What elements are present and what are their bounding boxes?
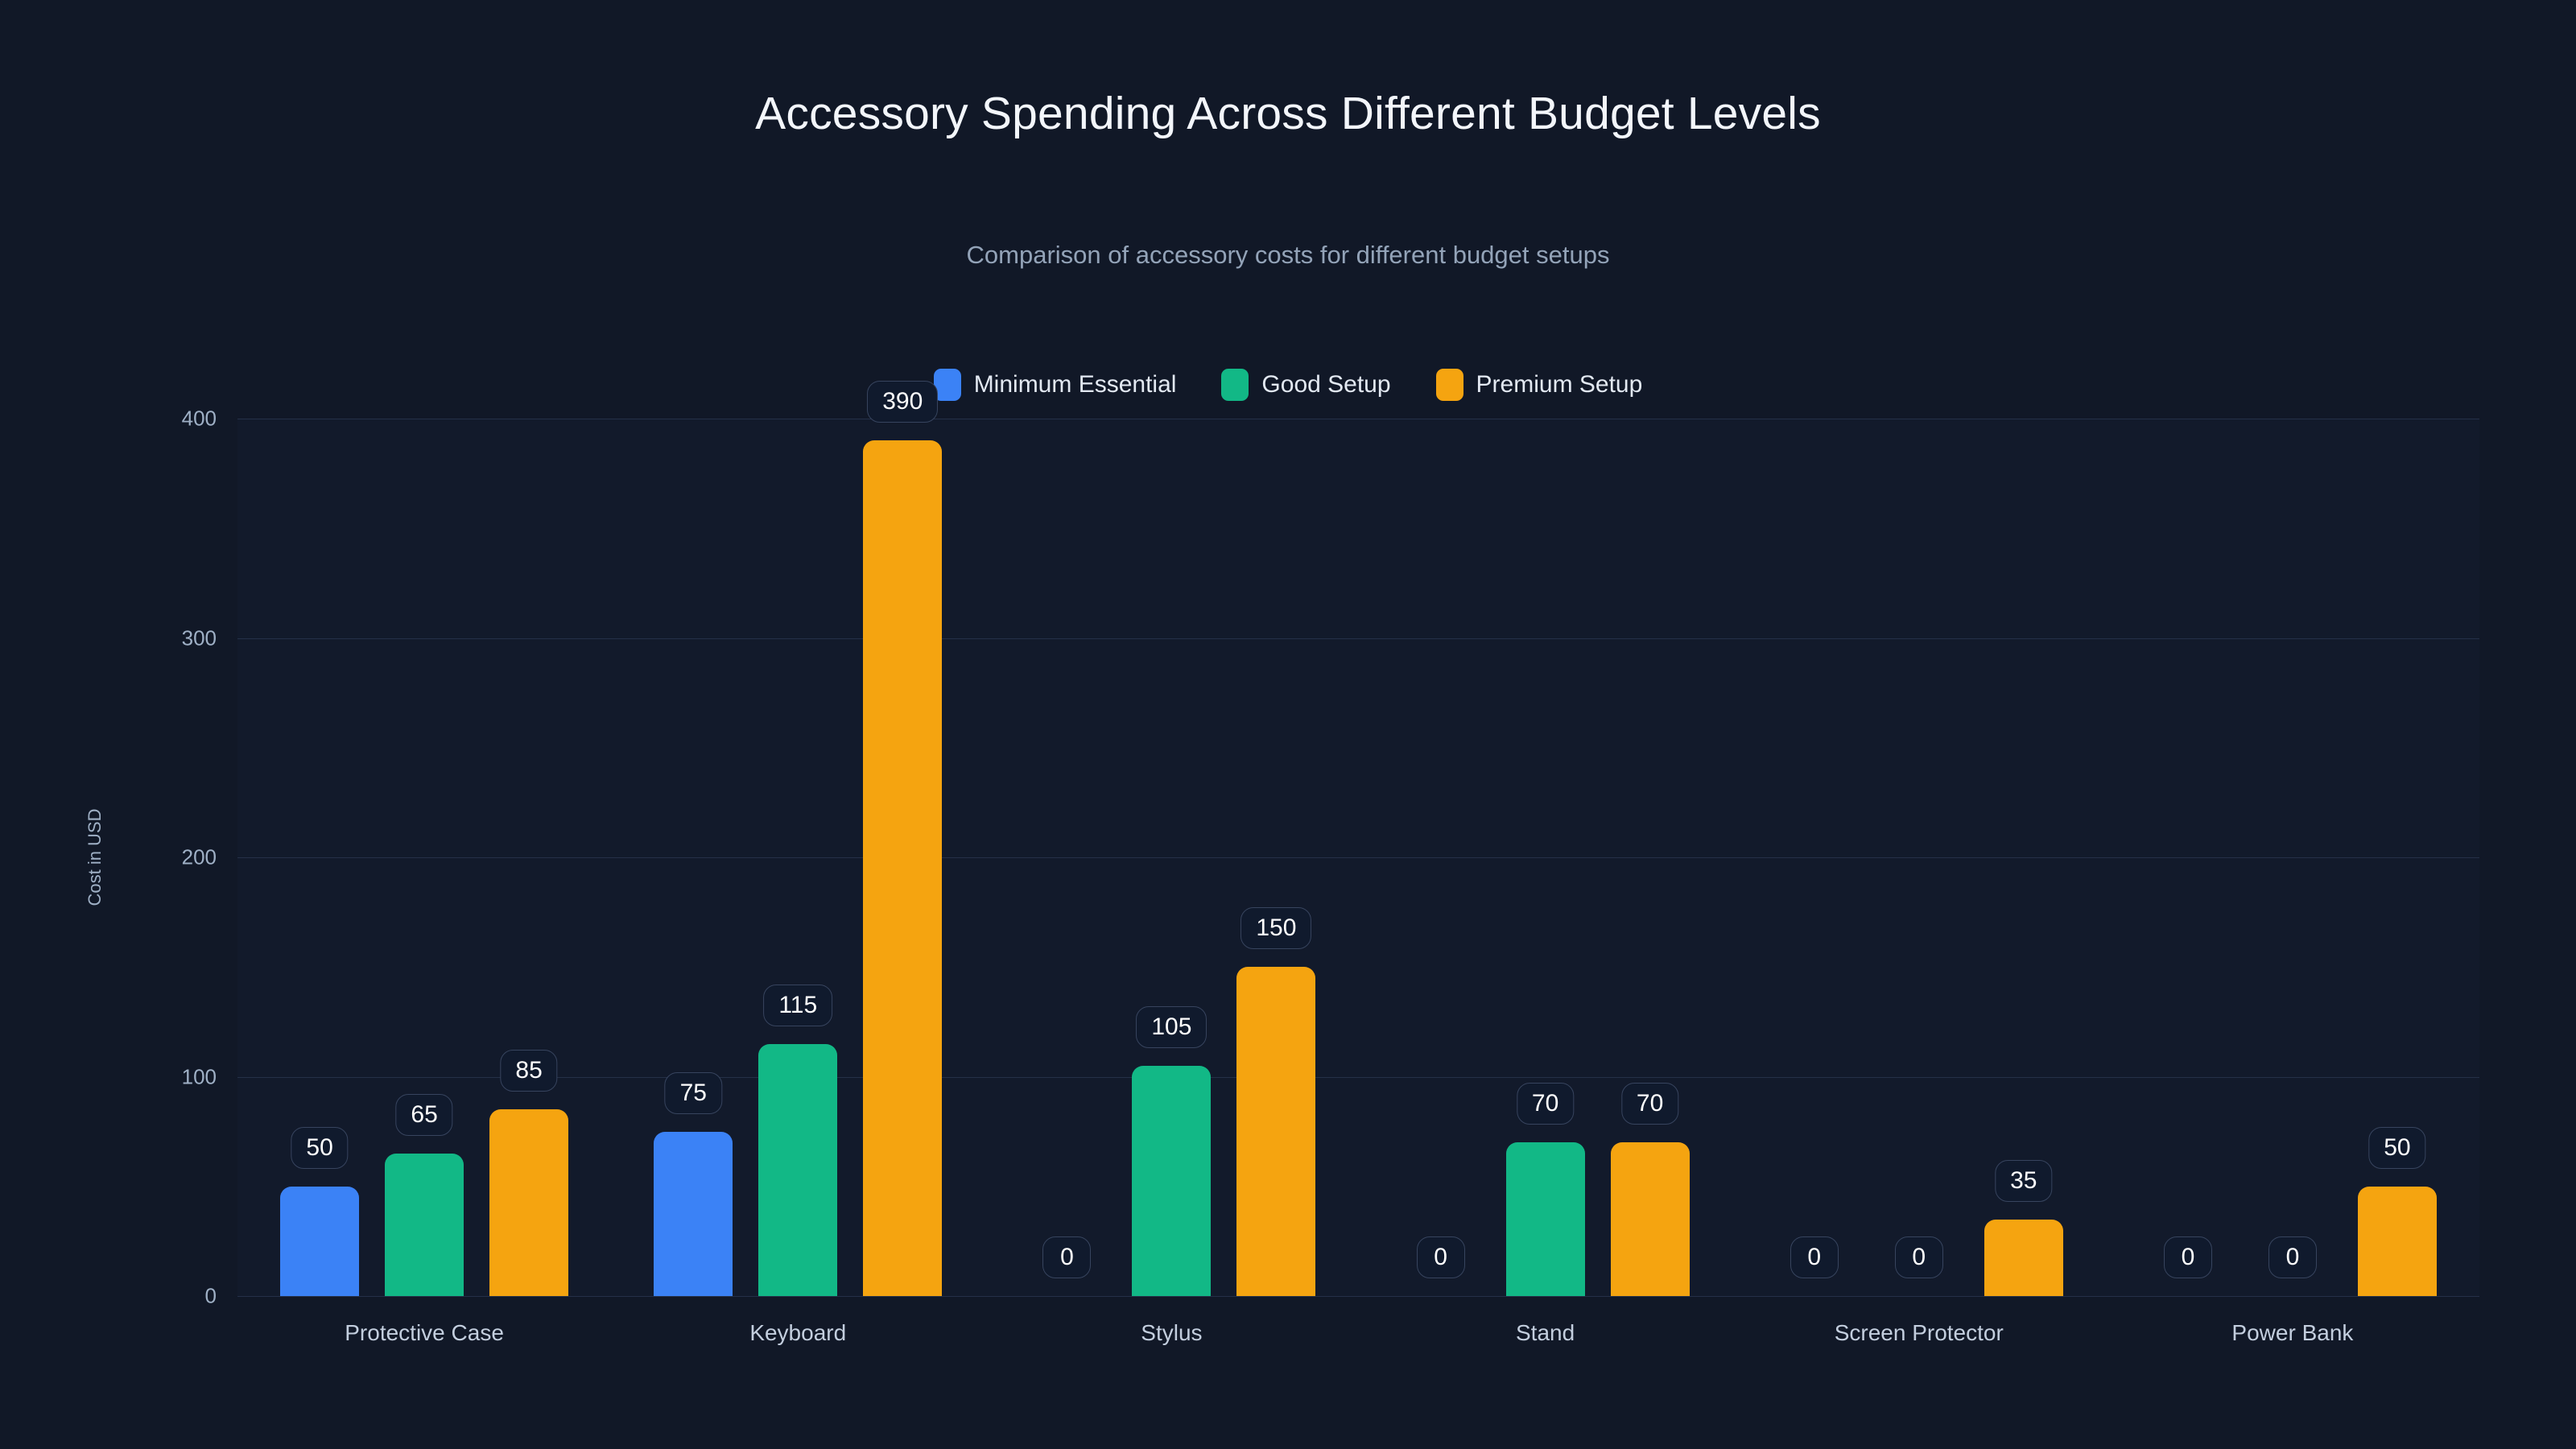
bar-slot[interactable]: 70: [1610, 419, 1690, 1296]
bar-slot[interactable]: 0: [2253, 419, 2332, 1296]
bar-value-label: 0: [1042, 1236, 1092, 1278]
legend-item-label: Minimum Essential: [973, 371, 1177, 398]
legend-item-label: Good Setup: [1261, 371, 1391, 398]
bar-value-label: 85: [500, 1050, 558, 1092]
bar-value-label: 50: [2368, 1126, 2426, 1169]
bar[interactable]: [758, 1043, 838, 1296]
bar[interactable]: [863, 440, 943, 1296]
legend-item-0[interactable]: Minimum Essential: [933, 369, 1177, 401]
legend-item-2[interactable]: Premium Setup: [1435, 369, 1643, 401]
bar[interactable]: [1236, 967, 1316, 1296]
bar-slot[interactable]: 0: [1775, 419, 1854, 1296]
bar-slot[interactable]: 50: [2357, 419, 2437, 1296]
gridline: [237, 638, 2479, 639]
bar[interactable]: [654, 1131, 733, 1296]
bar-value-label: 115: [763, 984, 833, 1026]
y-axis-tick-label: 400: [181, 406, 217, 431]
bar-slot[interactable]: 35: [1984, 419, 2063, 1296]
chart-legend: Minimum Essential Good Setup Premium Setup: [0, 369, 2576, 401]
bar-slot[interactable]: 0: [1880, 419, 1959, 1296]
bar-slot[interactable]: 85: [489, 419, 569, 1296]
bar-group: 0 0 50: [2149, 419, 2437, 1296]
bar-value-label: 0: [2268, 1236, 2317, 1278]
x-axis-category-label: Protective Case: [345, 1320, 504, 1345]
x-axis-category-label: Screen Protector: [1834, 1320, 2004, 1345]
bar-slot[interactable]: 75: [654, 419, 733, 1296]
gridline: [237, 857, 2479, 858]
bar-slot[interactable]: 150: [1236, 419, 1316, 1296]
x-axis-category-label: Stylus: [1141, 1320, 1203, 1345]
bar-group: 0 70 70: [1402, 419, 1690, 1296]
y-axis-tick-label: 300: [181, 625, 217, 650]
bar[interactable]: [280, 1186, 360, 1296]
bar-value-label: 65: [395, 1093, 453, 1136]
page-title: Accessory Spending Across Different Budg…: [755, 88, 1821, 139]
bar-value-label: 390: [867, 381, 939, 423]
y-axis-tick-label: 200: [181, 844, 217, 869]
legend-item-1[interactable]: Good Setup: [1221, 369, 1391, 401]
y-axis-tick-label: 0: [204, 1283, 217, 1308]
bar-slot[interactable]: 65: [385, 419, 464, 1296]
legend-swatch-icon: [933, 369, 961, 401]
plot-area: 50 65 85 75 115 390 0 105 150 0 70 70 0 0 35 0 0 50: [237, 381, 2479, 1297]
bar-value-label: 0: [1790, 1236, 1839, 1278]
bar[interactable]: [489, 1109, 569, 1296]
bar-slot[interactable]: 115: [758, 419, 838, 1296]
chart-subtitle: Comparison of accessory costs for differ…: [966, 241, 1610, 269]
bar-value-label: 0: [1894, 1236, 1943, 1278]
bar-group: 0 0 35: [1775, 419, 2063, 1296]
bar-value-label: 105: [1136, 1005, 1208, 1048]
bar-slot[interactable]: 70: [1505, 419, 1585, 1296]
bar[interactable]: [1610, 1142, 1690, 1296]
bar-value-label: 50: [291, 1126, 349, 1169]
bar-slot[interactable]: 390: [863, 381, 943, 1296]
bar[interactable]: [1505, 1142, 1585, 1296]
bar-value-label: 0: [2163, 1236, 2212, 1278]
bar-value-label: 150: [1241, 907, 1312, 950]
bar-value-label: 70: [1516, 1083, 1575, 1125]
bar-value-label: 0: [1416, 1236, 1465, 1278]
bar-slot[interactable]: 0: [1402, 419, 1480, 1296]
bar-slot[interactable]: 0: [2149, 419, 2227, 1296]
bar[interactable]: [1132, 1065, 1212, 1296]
bar-slot[interactable]: 105: [1132, 419, 1212, 1296]
bar-value-label: 75: [664, 1071, 722, 1114]
gridline: [237, 1296, 2479, 1297]
legend-swatch-icon: [1435, 369, 1463, 401]
x-axis-category-label: Power Bank: [2231, 1320, 2354, 1345]
bar[interactable]: [2357, 1186, 2437, 1296]
bar-group: 50 65 85: [280, 419, 569, 1296]
bar[interactable]: [385, 1153, 464, 1296]
gridline: [237, 1076, 2479, 1078]
bar-slot[interactable]: 50: [280, 419, 360, 1296]
legend-item-label: Premium Setup: [1476, 371, 1643, 398]
bar-value-label: 35: [1995, 1159, 2053, 1202]
legend-swatch-icon: [1221, 369, 1249, 401]
bar-value-label: 70: [1620, 1083, 1679, 1125]
bar-group: 0 105 150: [1027, 419, 1316, 1296]
x-axis-category-label: Keyboard: [749, 1320, 847, 1345]
bar-group: 75 115 390: [654, 381, 943, 1296]
bar-slot[interactable]: 0: [1027, 419, 1106, 1296]
y-axis-tick-label: 100: [181, 1064, 217, 1088]
bar[interactable]: [1984, 1219, 2063, 1296]
x-axis-category-label: Stand: [1515, 1320, 1575, 1345]
